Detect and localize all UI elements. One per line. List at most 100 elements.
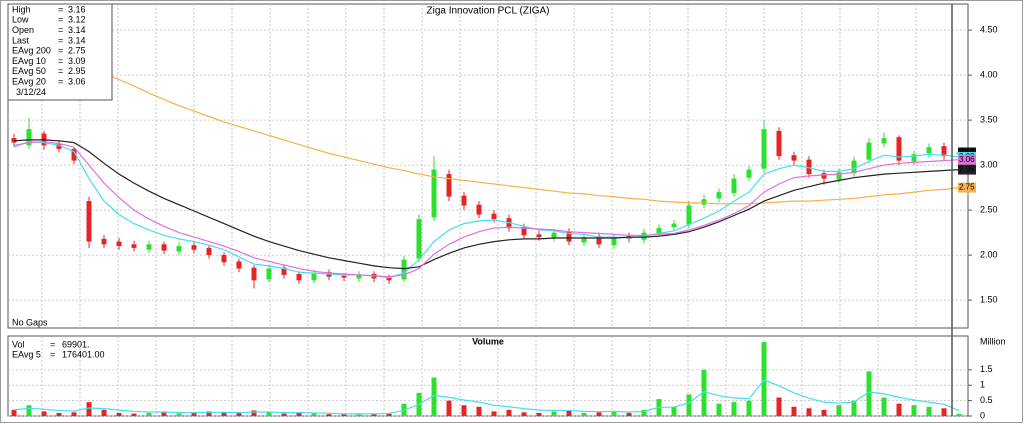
volume-bar <box>71 412 77 416</box>
volume-bar <box>566 410 572 416</box>
y-tick-label: 2.50 <box>980 204 998 214</box>
candle-body <box>701 199 707 205</box>
volume-bar <box>101 409 107 416</box>
candle-body <box>221 255 227 263</box>
volume-bar <box>386 412 392 416</box>
candle-body <box>416 219 422 259</box>
volume-bar <box>866 371 872 416</box>
legend-label: EAvg 200 <box>12 46 51 56</box>
volume-bar <box>521 412 527 416</box>
candle-body <box>341 275 347 278</box>
candle-body <box>536 234 542 238</box>
volume-bar <box>581 412 587 416</box>
volume-panel <box>7 335 969 417</box>
candle-body <box>206 247 212 256</box>
candle-body <box>731 178 737 193</box>
volume-bar <box>596 412 602 416</box>
volume-bar <box>551 411 557 416</box>
candle-body <box>671 223 677 228</box>
legend-value: 3.06 <box>68 76 86 86</box>
candle-body <box>611 237 617 246</box>
volume-bar <box>281 413 287 416</box>
value-tag-bg <box>958 164 976 175</box>
legend-label: EAvg 20 <box>12 76 46 86</box>
candle-body <box>446 174 452 197</box>
legend-value: 3.12 <box>68 15 86 25</box>
volume-bar <box>776 397 782 416</box>
volume-bar <box>806 408 812 416</box>
y-tick-label: 3.50 <box>980 114 998 124</box>
value-tag-bg <box>958 182 976 193</box>
candle-body <box>881 138 887 144</box>
volume-bar <box>116 412 122 416</box>
candle-body <box>941 146 947 157</box>
candle-body <box>101 238 107 245</box>
volume-bar <box>326 414 332 416</box>
legend-separator: = <box>58 66 63 76</box>
legend-separator: = <box>58 76 63 86</box>
volume-legend-label: Vol <box>12 339 25 349</box>
legend-value: 3.14 <box>68 35 86 45</box>
volume-bar <box>191 412 197 416</box>
volume-bar <box>746 400 752 416</box>
volume-bar <box>356 413 362 416</box>
volume-bar <box>671 406 677 416</box>
candle-body <box>896 137 902 161</box>
value-tag: 3.06 <box>959 155 975 164</box>
candle-body <box>836 172 842 180</box>
y-tick-label: 4.00 <box>980 69 998 79</box>
candle-body <box>491 213 497 220</box>
volume-bar <box>851 400 857 416</box>
candle-body <box>116 241 122 247</box>
candle-body <box>281 267 287 275</box>
volume-bar <box>26 405 32 416</box>
candle-body <box>146 244 152 250</box>
candle-body <box>581 237 587 243</box>
volume-bar <box>86 402 92 416</box>
candle-body <box>251 267 257 281</box>
volume-bar <box>836 405 842 416</box>
volume-bar <box>236 412 242 416</box>
candle-body <box>566 231 572 242</box>
legend-value: 2.95 <box>68 66 86 76</box>
moving-average-line <box>103 72 960 205</box>
legend-value: 3.14 <box>68 25 86 35</box>
candle-body <box>761 129 767 169</box>
volume-bar <box>791 406 797 416</box>
candle-body <box>356 274 362 279</box>
y-tick-label: 3.00 <box>980 159 998 169</box>
volume-unit: Million <box>980 336 1006 346</box>
volume-title: Volume <box>472 336 504 346</box>
volume-bar <box>56 412 62 416</box>
legend-label: Low <box>12 15 29 25</box>
moving-average-line <box>13 141 960 278</box>
candle-body <box>926 147 932 154</box>
candle-body <box>656 228 662 234</box>
candle-body <box>266 268 272 280</box>
value-tag-bg <box>958 154 976 165</box>
legend-separator: = <box>58 4 63 14</box>
candle-body <box>911 154 917 162</box>
volume-bar <box>206 411 212 416</box>
legend-separator: = <box>58 35 63 45</box>
candle-body <box>176 246 182 252</box>
legend-box <box>7 3 113 101</box>
legend-value: 2.75 <box>68 46 86 56</box>
candle-body <box>386 277 392 281</box>
legend-separator: = <box>58 56 63 66</box>
value-tag: 2.95 <box>959 165 975 174</box>
volume-bar <box>821 409 827 416</box>
volume-bar <box>251 410 257 416</box>
volume-bar <box>626 412 632 416</box>
volume-bar <box>131 413 137 416</box>
candle-body <box>26 129 32 146</box>
volume-bar <box>506 409 512 416</box>
volume-bar <box>926 406 932 416</box>
candle-body <box>851 160 857 174</box>
volume-bar <box>761 342 767 416</box>
legend-label: Last <box>12 35 30 45</box>
volume-legend-label: EAvg 5 <box>12 349 41 359</box>
y-tick-label: 4.50 <box>980 24 998 34</box>
legend-label: Open <box>12 25 34 35</box>
